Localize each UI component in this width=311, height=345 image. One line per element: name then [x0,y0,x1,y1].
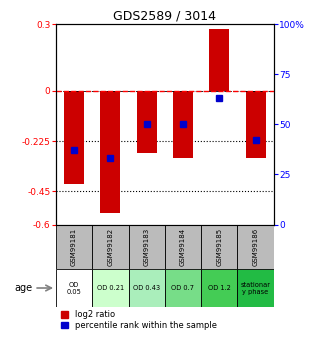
Text: GSM99184: GSM99184 [180,228,186,266]
Bar [100,91,120,214]
Bar [201,269,237,307]
Bar [128,269,165,307]
Text: stationar
y phase: stationar y phase [240,282,271,295]
Text: age: age [14,283,32,293]
Text: GSM99185: GSM99185 [216,228,222,266]
Bar [173,91,193,158]
Bar [209,29,229,91]
Bar [137,91,157,153]
Bar [201,225,237,269]
Text: OD 0.21: OD 0.21 [97,285,124,291]
Bar [237,225,274,269]
Bar [165,269,201,307]
Bar [92,225,128,269]
Bar [64,91,84,185]
Text: OD 0.7: OD 0.7 [171,285,194,291]
Bar [56,269,92,307]
Text: GSM99186: GSM99186 [253,228,258,266]
Bar [128,225,165,269]
Text: OD 1.2: OD 1.2 [208,285,231,291]
Legend: log2 ratio, percentile rank within the sample: log2 ratio, percentile rank within the s… [60,309,218,331]
Bar [92,269,128,307]
Bar [246,91,266,158]
Text: GSM99183: GSM99183 [144,228,150,266]
Text: OD 0.43: OD 0.43 [133,285,160,291]
Text: GSM99182: GSM99182 [107,228,114,266]
Title: GDS2589 / 3014: GDS2589 / 3014 [113,10,216,23]
Bar [56,225,92,269]
Text: GSM99181: GSM99181 [71,228,77,266]
Text: OD
0.05: OD 0.05 [67,282,81,295]
Bar [237,269,274,307]
Bar [165,225,201,269]
